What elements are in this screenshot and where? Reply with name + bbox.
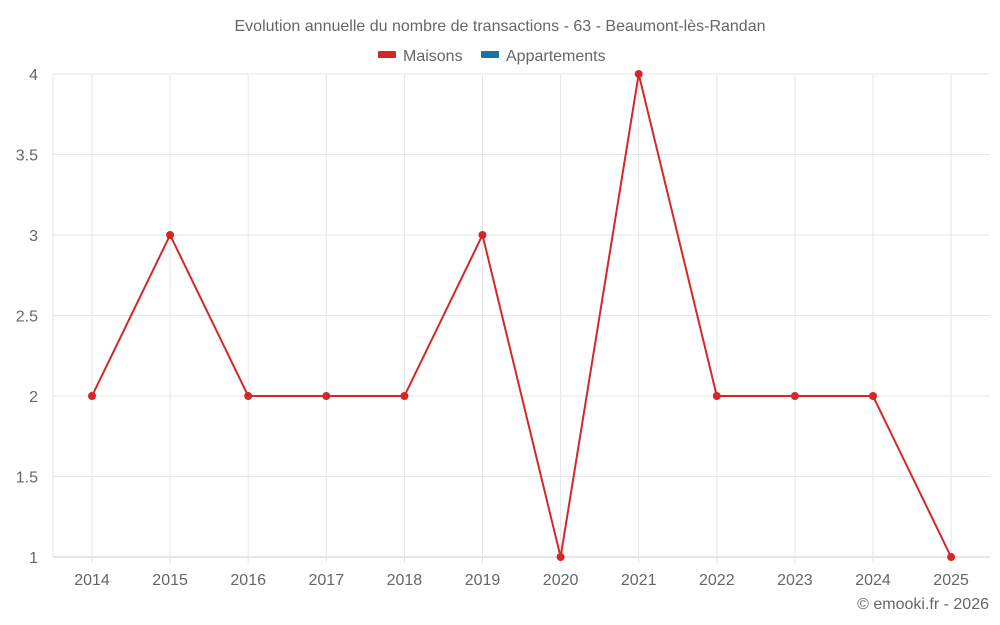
y-tick-label: 4 xyxy=(29,67,38,84)
y-axis: 1 1.5 2 2.5 3 3.5 4 xyxy=(16,67,38,567)
data-point[interactable] xyxy=(400,392,409,400)
legend-swatch xyxy=(481,51,499,58)
data-point[interactable] xyxy=(712,392,721,400)
data-point[interactable] xyxy=(322,392,331,400)
x-tick-label: 2025 xyxy=(933,572,969,589)
legend: Maisons Appartements xyxy=(378,48,606,65)
data-point[interactable] xyxy=(166,231,175,239)
data-point[interactable] xyxy=(556,553,565,561)
x-tick-label: 2017 xyxy=(309,572,345,589)
x-tick-label: 2022 xyxy=(699,572,735,589)
x-tick-label: 2024 xyxy=(855,572,891,589)
data-point[interactable] xyxy=(478,231,487,239)
x-tick-label: 2023 xyxy=(777,572,813,589)
x-tick-label: 2015 xyxy=(152,572,188,589)
y-tick-label: 2 xyxy=(29,389,38,406)
data-point[interactable] xyxy=(88,392,96,400)
legend-swatch xyxy=(378,51,396,58)
x-tick-label: 2021 xyxy=(621,572,657,589)
credit-text: © emooki.fr - 2026 xyxy=(857,596,989,613)
series-line-maisons xyxy=(91,73,952,558)
legend-item-maisons[interactable]: Maisons xyxy=(378,48,463,65)
legend-item-appartements[interactable]: Appartements xyxy=(481,48,606,65)
y-tick-label: 3 xyxy=(29,228,38,245)
chart-title: Evolution annuelle du nombre de transact… xyxy=(235,18,766,35)
data-point[interactable] xyxy=(869,392,877,400)
x-tick-label: 2016 xyxy=(230,572,266,589)
series xyxy=(88,70,956,561)
data-point[interactable] xyxy=(244,392,253,400)
y-tick-label: 2.5 xyxy=(16,309,38,326)
legend-label: Appartements xyxy=(506,48,606,65)
data-point[interactable] xyxy=(947,553,956,561)
x-tick-label: 2019 xyxy=(465,572,501,589)
y-tick-label: 3.5 xyxy=(16,148,38,165)
x-axis: 2014 2015 2016 2017 2018 2019 2020 2021 2022 2023… xyxy=(74,572,969,589)
x-tick-label: 2014 xyxy=(74,572,110,589)
grid xyxy=(52,73,990,563)
y-tick-label: 1.5 xyxy=(16,470,38,487)
y-tick-label: 1 xyxy=(29,550,38,567)
data-point[interactable] xyxy=(634,70,643,78)
legend-label: Maisons xyxy=(403,48,463,65)
x-tick-label: 2020 xyxy=(543,572,579,589)
x-tick-label: 2018 xyxy=(387,572,423,589)
data-point[interactable] xyxy=(790,392,799,400)
